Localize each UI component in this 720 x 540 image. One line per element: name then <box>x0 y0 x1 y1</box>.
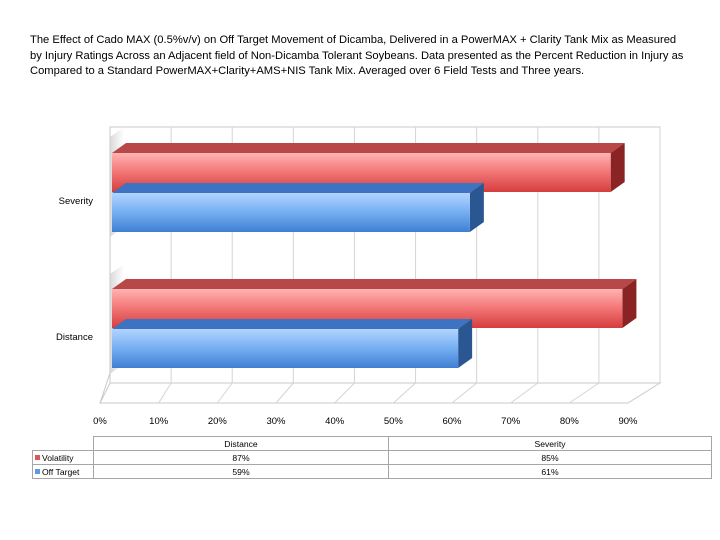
chart-title: The Effect of Cado MAX (0.5%v/v) on Off … <box>30 33 695 80</box>
x-tick-label: 90% <box>618 416 638 427</box>
bar-off-target-distance <box>112 329 459 368</box>
floor-gridline <box>510 382 539 404</box>
floor-gridline <box>451 382 477 404</box>
bar-top-face <box>112 279 637 289</box>
plot-floor <box>99 382 662 404</box>
legend-entry: Off Target <box>32 464 94 479</box>
data-table: Distance Severity Volatility 87% 85% Off Targ… <box>32 436 712 479</box>
x-tick-label: 10% <box>149 416 169 427</box>
floor-gridline <box>392 382 416 404</box>
floor-gridline <box>216 382 233 404</box>
bar-side-face <box>610 143 625 192</box>
legend-label: Volatility <box>42 452 74 463</box>
table-column-header: Severity <box>388 436 712 451</box>
table-row: Volatility 87% 85% <box>32 450 712 465</box>
legend-entry: Volatility <box>32 450 94 465</box>
bar-off-target-severity <box>112 193 470 232</box>
y-category-label: Distance <box>56 332 93 343</box>
title-line-1: The Effect of Cado MAX (0.5%v/v) on Off … <box>30 34 677 46</box>
table-cell: 87% <box>93 450 389 465</box>
bar-top-face <box>112 319 473 329</box>
table-row: Off Target 59% 61% <box>32 464 712 479</box>
table-cell: 61% <box>388 464 712 479</box>
x-tick-label: 0% <box>93 416 107 427</box>
x-tick-label: 30% <box>266 416 286 427</box>
table-header-row: Distance Severity <box>33 436 712 451</box>
plot-left-edge <box>99 372 111 404</box>
table-column-header: Distance <box>93 436 389 451</box>
title-line-3: Compared to a Standard PowerMAX+Clarity+… <box>30 65 585 77</box>
legend-swatch <box>35 454 40 460</box>
floor-gridline <box>334 382 355 404</box>
bar-top-face <box>112 143 625 153</box>
floor-gridline <box>627 382 661 404</box>
table-cell: 85% <box>388 450 712 465</box>
bar-side-face <box>458 319 473 368</box>
bar-top-face <box>112 183 484 193</box>
floor-gridline <box>158 382 172 404</box>
legend-label: Off Target <box>42 466 80 477</box>
x-tick-label: 80% <box>560 416 580 427</box>
legend-swatch <box>35 468 40 474</box>
table-cell: 59% <box>93 464 389 479</box>
x-tick-label: 40% <box>325 416 345 427</box>
bar-side-face <box>469 183 484 232</box>
bar-side-face <box>622 279 637 328</box>
x-tick-label: 50% <box>384 416 404 427</box>
x-tick-label: 70% <box>501 416 521 427</box>
x-tick-label: 20% <box>208 416 228 427</box>
x-tick-label: 60% <box>442 416 462 427</box>
floor-gridline <box>275 382 294 404</box>
floor-gridline <box>569 382 600 404</box>
y-category-label: Severity <box>59 196 94 207</box>
title-line-2: by Injury Ratings Across an Adjacent fie… <box>30 49 684 62</box>
